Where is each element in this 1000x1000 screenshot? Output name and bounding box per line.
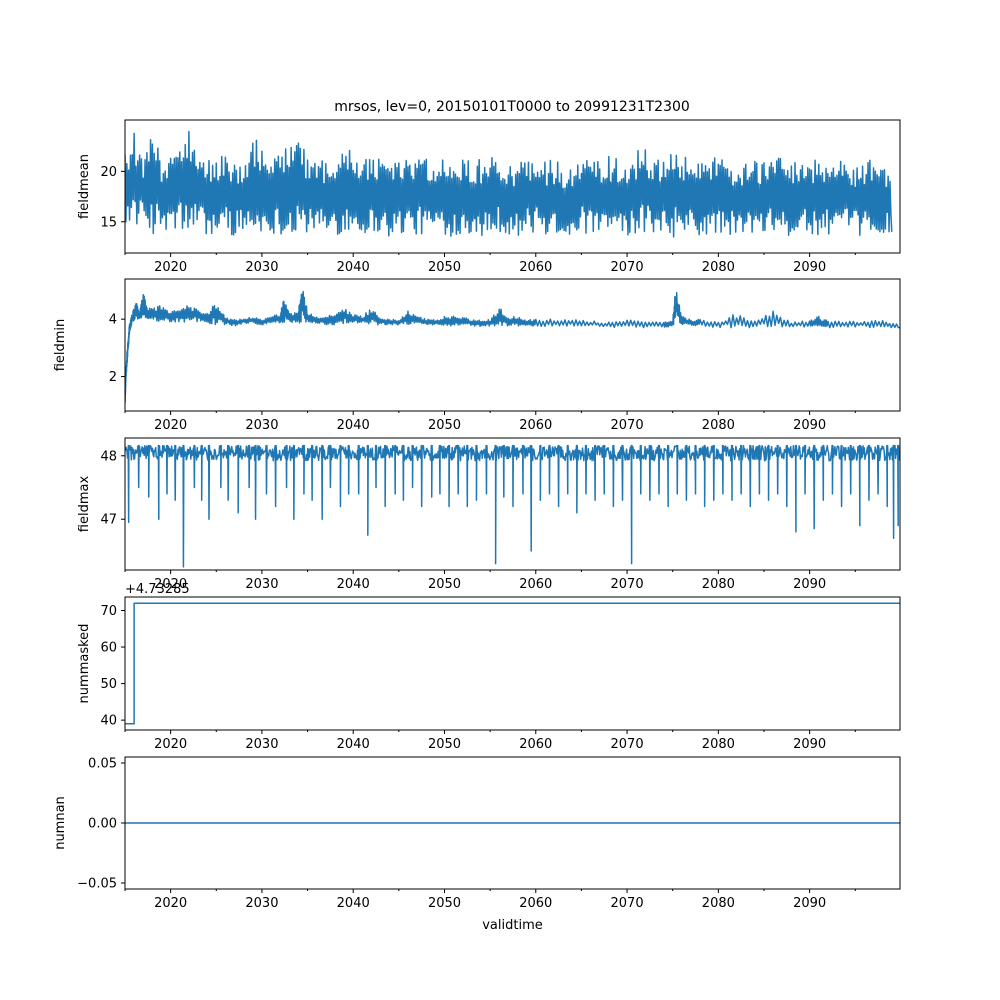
y-axis-label: numnan (53, 796, 68, 850)
y-tick-label: 50 (100, 677, 117, 692)
x-tick-label: 2040 (337, 260, 370, 275)
x-axis-label: validtime (482, 918, 543, 933)
y-tick-label: 20 (100, 165, 117, 180)
x-tick-label: 2050 (428, 737, 461, 752)
y-axis-label: nummasked (77, 624, 92, 704)
x-tick-label: 2040 (337, 896, 370, 911)
x-tick-label: 2080 (702, 260, 735, 275)
x-tick-label: 2050 (428, 418, 461, 433)
x-tick-label: 2070 (611, 896, 644, 911)
x-tick-label: 2080 (702, 577, 735, 592)
axes-frame (124, 119, 901, 254)
x-tick-label: 2030 (245, 260, 278, 275)
x-tick-label: 2030 (245, 418, 278, 433)
panel-fieldmax: 2020 2030 2040 2050 2060 2070 2080 2090 47 48 fiel… (77, 437, 901, 592)
y-tick-label: 47 (100, 513, 117, 528)
x-tick-label: 2020 (154, 737, 187, 752)
x-tick-label: 2030 (245, 577, 278, 592)
x-tick-label: 2020 (154, 260, 187, 275)
y-offset-label: +4.73285 (125, 582, 190, 597)
y-tick-label: 48 (100, 449, 117, 464)
x-tick-label: 2060 (519, 737, 552, 752)
panel-fieldmean: 2020 2030 2040 2050 2060 2070 2080 2090 15 20 fiel… (77, 119, 901, 275)
x-tick-label: 2070 (611, 418, 644, 433)
x-tick-label: 2090 (793, 418, 826, 433)
x-tick-label: 2060 (519, 260, 552, 275)
x-tick-label: 2050 (428, 260, 461, 275)
x-tick-label: 2090 (793, 577, 826, 592)
x-tick-label: 2060 (519, 577, 552, 592)
y-tick-label: 0.00 (88, 817, 117, 832)
y-tick-label: 40 (100, 714, 117, 729)
x-tick-label: 2070 (611, 260, 644, 275)
x-tick-label: 2060 (519, 418, 552, 433)
x-tick-label: 2090 (793, 896, 826, 911)
x-tick-label: 2020 (154, 418, 187, 433)
x-tick-label: 2040 (337, 737, 370, 752)
series-line-fieldmin (125, 290, 900, 403)
y-tick-label: 2 (109, 370, 117, 385)
x-tick-label: 2080 (702, 737, 735, 752)
y-axis-label: fieldmean (77, 154, 92, 219)
y-axis-label: fieldmax (77, 476, 92, 533)
panels: 2020 2030 2040 2050 2060 2070 2080 2090 15 20 fiel… (53, 119, 901, 933)
x-tick-label: 2070 (611, 737, 644, 752)
x-tick-label: 2090 (793, 737, 826, 752)
panel-nummasked: 2020 2030 2040 2050 2060 2070 2080 2090 40 50 60 70… (77, 582, 901, 752)
series-line-fieldmax (125, 444, 900, 568)
y-tick-label: 70 (100, 604, 117, 619)
chart-title: mrsos, lev=0, 20150101T0000 to 20991231T… (334, 99, 690, 115)
y-tick-label: 4 (109, 313, 117, 328)
x-tick-label: 2040 (337, 577, 370, 592)
x-tick-label: 2030 (245, 896, 278, 911)
x-tick-label: 2070 (611, 577, 644, 592)
axes-frame (124, 596, 901, 731)
x-tick-label: 2080 (702, 896, 735, 911)
x-tick-label: 2050 (428, 896, 461, 911)
y-axis-label: fieldmin (53, 319, 68, 372)
y-tick-label: 15 (100, 215, 117, 230)
x-tick-label: 2040 (337, 418, 370, 433)
y-tick-label: −0.05 (77, 877, 117, 892)
x-tick-label: 2050 (428, 577, 461, 592)
x-tick-label: 2080 (702, 418, 735, 433)
x-tick-label: 2060 (519, 896, 552, 911)
panel-fieldmin: 2020 2030 2040 2050 2060 2070 2080 2090 2 4 fieldm… (53, 278, 901, 433)
x-tick-label: 2020 (154, 896, 187, 911)
x-tick-label: 2090 (793, 260, 826, 275)
axes-frame (124, 437, 901, 571)
axes-frame (124, 278, 901, 412)
x-tick-label: 2030 (245, 737, 278, 752)
series-line-nummasked (125, 602, 900, 725)
y-tick-label: 0.05 (88, 757, 117, 772)
x-tick-label: 2020 (154, 577, 187, 592)
panel-numnan: 2020 2030 2040 2050 2060 2070 2080 2090 −0.05 0.0… (53, 756, 901, 933)
series-line-fieldmean (125, 130, 893, 238)
y-tick-label: 60 (100, 641, 117, 656)
